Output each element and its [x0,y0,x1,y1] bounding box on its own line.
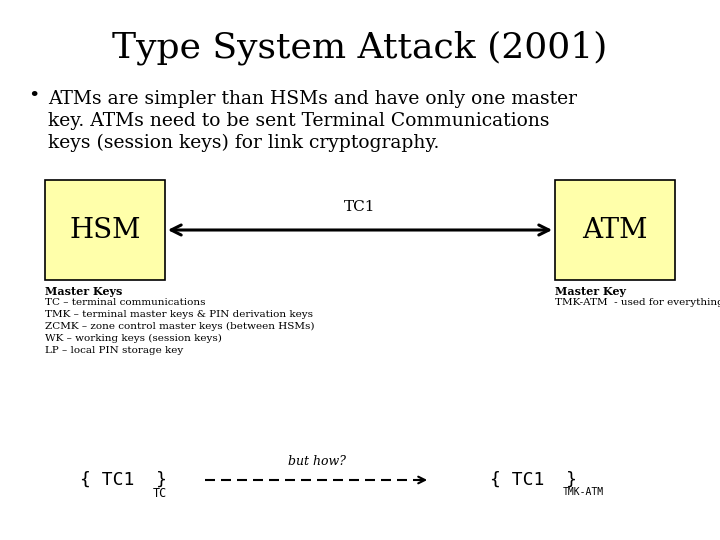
Text: HSM: HSM [69,217,140,244]
Text: TC: TC [153,487,167,500]
Text: TMK-ATM: TMK-ATM [563,487,604,497]
Text: LP – local PIN storage key: LP – local PIN storage key [45,346,184,355]
Text: keys (session keys) for link cryptography.: keys (session keys) for link cryptograph… [48,134,439,152]
Text: but how?: but how? [289,455,346,468]
Text: ZCMK – zone control master keys (between HSMs): ZCMK – zone control master keys (between… [45,322,315,331]
Text: WK – working keys (session keys): WK – working keys (session keys) [45,334,222,343]
Text: { TC1  }: { TC1 } [80,471,167,489]
Text: Type System Attack (2001): Type System Attack (2001) [112,30,608,65]
Text: TC1: TC1 [344,200,376,214]
Text: { TC1  }: { TC1 } [490,471,577,489]
Text: TC – terminal communications: TC – terminal communications [45,298,205,307]
Text: Master Keys: Master Keys [45,286,122,297]
Bar [555,180,675,280]
Text: •: • [28,87,40,105]
Text: ATM: ATM [582,217,648,244]
Text: ATMs are simpler than HSMs and have only one master: ATMs are simpler than HSMs and have only… [48,90,577,108]
Bar [45,180,165,280]
Text: Master Key: Master Key [555,286,626,297]
Text: TMK-ATM  - used for everything: TMK-ATM - used for everything [555,298,720,307]
Text: TMK – terminal master keys & PIN derivation keys: TMK – terminal master keys & PIN derivat… [45,310,313,319]
Text: key. ATMs need to be sent Terminal Communications: key. ATMs need to be sent Terminal Commu… [48,112,549,130]
